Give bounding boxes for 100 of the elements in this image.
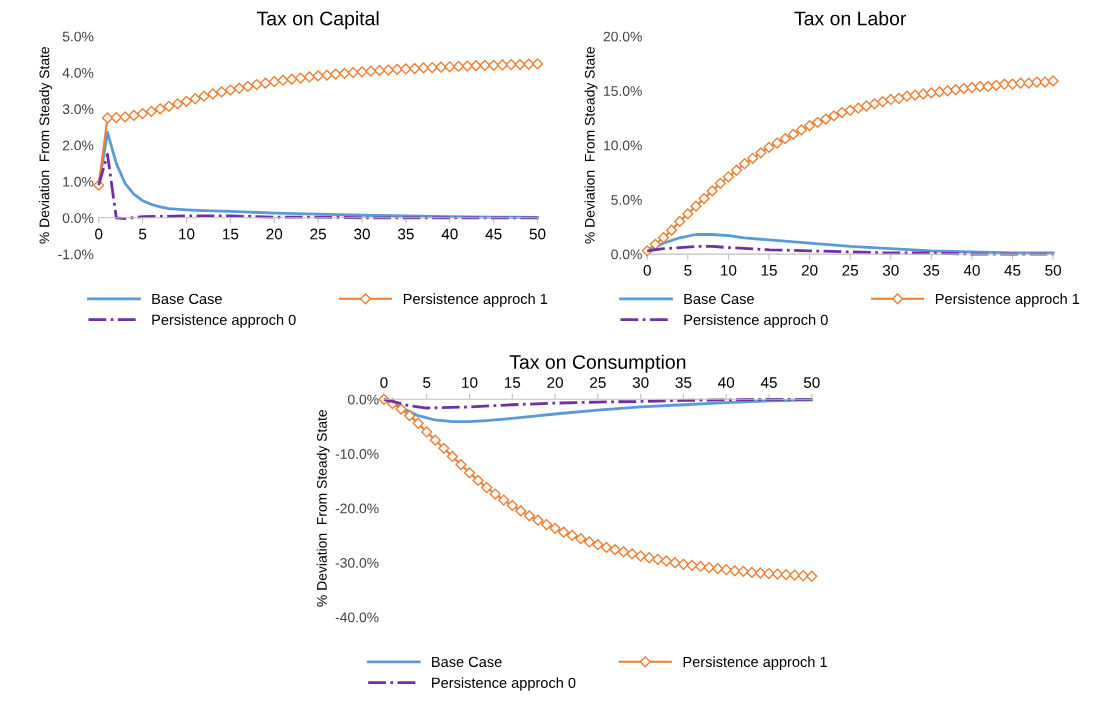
point (763, 567, 775, 580)
point (852, 102, 864, 114)
x-tick-label: 35 (675, 377, 692, 388)
point (505, 59, 517, 71)
point (294, 72, 307, 84)
point (224, 84, 236, 96)
chart-title: Tax on Labor (794, 11, 907, 26)
point (523, 510, 536, 522)
point (488, 59, 500, 71)
point (925, 87, 937, 99)
point (479, 59, 491, 71)
x-tick-label: 50 (529, 228, 546, 240)
point (540, 518, 553, 531)
x-tick-label: 10 (721, 264, 737, 276)
point (806, 570, 818, 582)
point (966, 81, 978, 94)
x-tick-label: 30 (882, 264, 899, 276)
y-tick-label: -1.0% (58, 249, 94, 260)
point (215, 86, 228, 98)
y-tick-label: 15.0% (604, 86, 642, 96)
point (703, 561, 715, 574)
point (669, 557, 681, 569)
x-tick-label: 40 (963, 264, 980, 276)
x-tick-label: 0 (380, 377, 388, 388)
y-tick-label: 2.0% (62, 140, 94, 151)
point (592, 539, 604, 551)
point (600, 541, 613, 554)
point (787, 128, 799, 140)
legend-label: Persistence approch 0 (152, 314, 296, 328)
point (180, 95, 193, 107)
point (649, 238, 661, 250)
point (259, 77, 272, 89)
x-tick-label: 25 (590, 377, 606, 388)
y-tick-label: 4.0% (62, 67, 94, 78)
point (657, 232, 670, 244)
x-tick-label: 25 (842, 264, 859, 276)
point (797, 570, 809, 582)
point (549, 522, 561, 534)
x-tick-label: 25 (310, 228, 326, 240)
point (755, 147, 767, 159)
y-tick-label: 0.0% (611, 249, 642, 260)
point (739, 158, 751, 170)
legend-label: Persistence approch 1 (403, 293, 548, 307)
point (421, 426, 433, 438)
point (901, 90, 913, 102)
point (950, 84, 962, 96)
y-tick-label: -20.0% (335, 503, 379, 514)
chart-title: Tax on Consumption (509, 354, 686, 373)
legend-label: Base Case (684, 293, 754, 305)
x-tick-label: 30 (354, 228, 370, 240)
point (566, 529, 578, 542)
point (426, 61, 438, 74)
point (737, 565, 749, 577)
x-tick-label: 45 (485, 228, 502, 240)
x-tick-label: 10 (179, 228, 195, 240)
x-tick-label: 35 (923, 264, 940, 276)
y-tick-label: 3.0% (62, 104, 94, 115)
point (974, 80, 986, 92)
point (472, 474, 484, 487)
point (515, 505, 527, 517)
point (110, 112, 122, 124)
point (481, 481, 493, 494)
point (665, 224, 678, 236)
y-tick-label: -10.0% (335, 449, 379, 459)
y-tick-label: -40.0% (335, 612, 379, 623)
point (789, 569, 801, 581)
x-tick-label: 15 (761, 265, 777, 276)
x-tick-label: 5 (423, 377, 431, 388)
point (391, 63, 403, 75)
y-tick-label: 5.0% (611, 194, 642, 205)
point (446, 450, 459, 463)
y-tick-label: -30.0% (335, 557, 379, 568)
point (382, 64, 394, 76)
x-tick-label: 5 (138, 228, 147, 240)
point (780, 569, 792, 581)
legend-label: Base Case (432, 656, 502, 668)
x-tick-label: 15 (504, 377, 521, 388)
point (1006, 78, 1019, 90)
point (885, 93, 897, 106)
point (682, 208, 694, 220)
point (435, 61, 447, 73)
legend-label: Persistence approch 1 (935, 293, 1080, 307)
point (836, 106, 848, 119)
point (532, 514, 544, 526)
y-axis-title: % Deviation From Steady State (584, 47, 598, 244)
point (154, 103, 166, 115)
point (795, 124, 808, 136)
x-tick-label: 5 (684, 265, 692, 276)
point (463, 467, 476, 479)
point (860, 100, 873, 112)
point (771, 568, 784, 580)
point (404, 410, 416, 422)
point (722, 171, 735, 183)
point (145, 105, 157, 118)
point (303, 71, 315, 83)
point (470, 60, 482, 72)
x-tick-label: 30 (632, 377, 649, 388)
point (698, 192, 710, 205)
point (686, 559, 698, 571)
legend-label: Persistence approch 1 (683, 656, 827, 670)
